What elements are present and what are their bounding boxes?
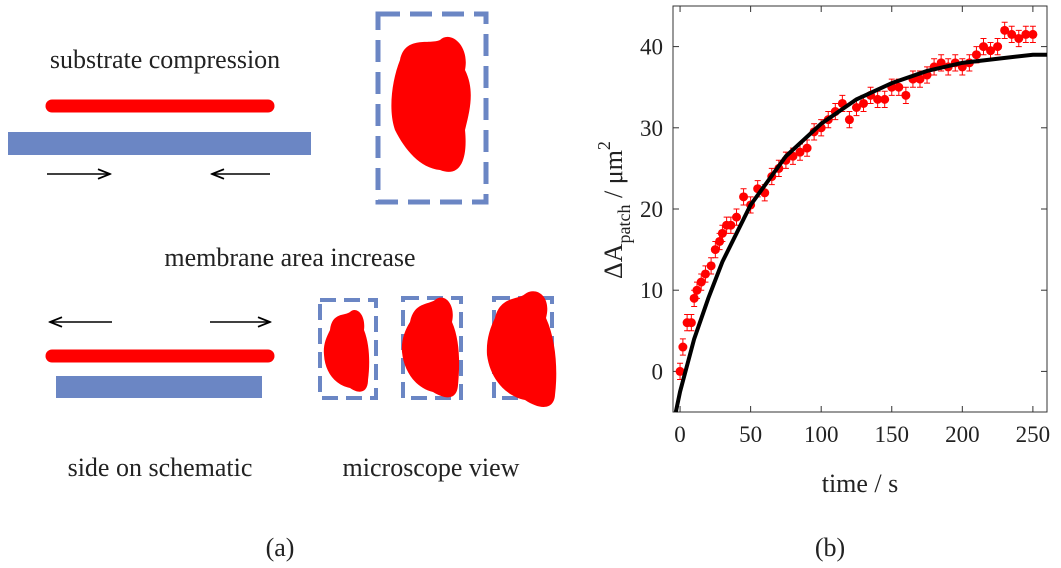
y-label-unit: / μm — [599, 150, 628, 204]
view-box — [375, 11, 489, 205]
data-point — [851, 103, 861, 112]
caption: side on schematic — [68, 453, 253, 482]
data-point — [1000, 25, 1010, 35]
caption: microscope view — [343, 453, 520, 482]
x-axis-label: time / s — [822, 469, 899, 498]
view-box — [318, 298, 378, 400]
y-tick-label: 30 — [640, 116, 663, 141]
data-point — [675, 366, 685, 376]
data-point — [894, 82, 904, 92]
data-point — [1014, 33, 1024, 43]
data-point — [873, 94, 883, 104]
data-point — [692, 285, 702, 295]
data-point — [739, 192, 749, 202]
data-point — [986, 46, 996, 56]
y-label-sub: patch — [614, 204, 634, 243]
data-point — [901, 90, 911, 100]
x-tick-label: 50 — [739, 422, 762, 447]
x-tick-label: 0 — [674, 422, 686, 447]
cell — [486, 291, 557, 407]
data-point — [915, 74, 925, 84]
substrate — [56, 376, 262, 398]
data-point — [700, 269, 710, 279]
plot-frame — [672, 5, 1048, 413]
y-tick-label: 10 — [640, 278, 663, 303]
label: substrate compression — [50, 45, 280, 74]
cell — [391, 36, 471, 172]
cell — [323, 310, 370, 392]
data-point — [678, 342, 688, 352]
data-point — [802, 143, 812, 153]
data-point — [706, 261, 716, 271]
y-axis-label: ΔApatch / μm2 — [594, 141, 634, 279]
y-tick-label: 40 — [640, 35, 663, 60]
data-point — [971, 50, 981, 60]
panel-label: (b) — [815, 533, 845, 562]
x-tick-label: 200 — [945, 422, 980, 447]
panel-label: (a) — [266, 533, 295, 562]
label: membrane area increase — [164, 243, 415, 272]
x-tick-label: 250 — [1016, 422, 1051, 447]
y-label-sup: 2 — [594, 141, 614, 150]
data-point — [880, 94, 890, 104]
data-point — [726, 220, 736, 230]
y-label-main: ΔA — [599, 243, 628, 279]
data-point — [936, 58, 946, 68]
y-tick-label: 0 — [652, 359, 664, 384]
data-point — [732, 212, 742, 222]
data-point — [710, 245, 720, 255]
data-point — [1028, 29, 1038, 39]
fit-line — [673, 52, 1047, 413]
schematic: substrate compression membrane area incr… — [8, 11, 557, 482]
data-point — [1007, 29, 1017, 39]
data-point — [795, 147, 805, 157]
data-point — [717, 228, 727, 238]
substrate — [8, 132, 311, 155]
x-tick-label: 150 — [875, 422, 910, 447]
x-tick-label: 100 — [804, 422, 839, 447]
data-point — [696, 277, 706, 287]
data-point — [686, 318, 696, 328]
cell — [401, 297, 460, 398]
y-tick-label: 20 — [640, 197, 663, 222]
data-point — [978, 42, 988, 52]
data-point — [1021, 29, 1031, 39]
data-point — [859, 98, 869, 108]
data-point — [993, 42, 1003, 52]
data-point — [844, 115, 854, 125]
